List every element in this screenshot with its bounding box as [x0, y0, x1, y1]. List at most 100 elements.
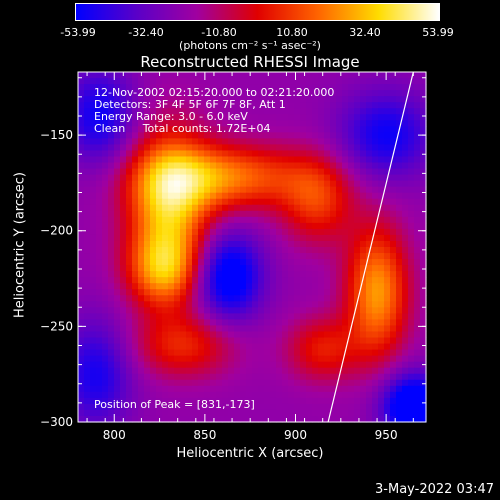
heatmap-cell: [138, 228, 145, 236]
heatmap-cell: [342, 361, 349, 369]
heatmap-cell: [156, 174, 163, 182]
heatmap-cell: [366, 144, 373, 152]
heatmap-cell: [276, 301, 283, 308]
heatmap-cell: [192, 247, 199, 254]
heatmap-cell: [348, 283, 355, 290]
heatmap-cell: [300, 198, 307, 206]
heatmap-cell: [258, 204, 265, 212]
heatmap-cell: [204, 277, 211, 284]
heatmap-cell: [174, 265, 181, 272]
heatmap-cell: [276, 247, 283, 254]
heatmap-cell: [342, 343, 349, 351]
heatmap-cell: [234, 216, 241, 224]
heatmap-cell: [144, 277, 151, 284]
heatmap-cell: [180, 247, 187, 254]
heatmap-cell: [192, 90, 199, 97]
heatmap-cell: [366, 379, 373, 387]
heatmap-cell: [306, 228, 313, 236]
heatmap-cell: [396, 186, 403, 194]
heatmap-cell: [300, 367, 307, 375]
heatmap-cell: [144, 361, 151, 369]
heatmap-cell: [138, 162, 145, 170]
heatmap-cell: [246, 108, 253, 115]
heatmap-cell: [366, 204, 373, 212]
heatmap-cell: [270, 156, 277, 164]
heatmap-cell: [360, 295, 367, 302]
heatmap-cell: [318, 409, 325, 417]
heatmap-cell: [84, 331, 91, 339]
peak-position-text: Position of Peak = [831,-173]: [94, 398, 255, 411]
heatmap-cell: [414, 277, 421, 284]
heatmap-cell: [258, 259, 265, 266]
heatmap-cell: [144, 192, 151, 200]
heatmap-cell: [156, 271, 163, 278]
heatmap-cell: [330, 84, 337, 91]
heatmap-cell: [270, 247, 277, 254]
heatmap-cell: [408, 391, 415, 399]
heatmap-cell: [234, 174, 241, 182]
heatmap-cell: [342, 162, 349, 170]
heatmap-cell: [216, 247, 223, 254]
heatmap-cell: [336, 337, 343, 345]
heatmap-cell: [366, 78, 373, 85]
heatmap-cell: [102, 313, 109, 321]
heatmap-cell: [306, 295, 313, 302]
heatmap-cell: [384, 349, 391, 357]
heatmap-cell: [216, 234, 223, 242]
heatmap-cell: [324, 114, 331, 121]
heatmap-cell: [330, 114, 337, 121]
heatmap-cell: [312, 120, 319, 127]
heatmap-cell: [216, 265, 223, 272]
heatmap-cell: [336, 138, 343, 146]
heatmap-cell: [366, 216, 373, 224]
heatmap-cell: [270, 150, 277, 158]
heatmap-cell: [240, 216, 247, 224]
heatmap-cell: [300, 114, 307, 121]
heatmap-cell: [288, 198, 295, 206]
heatmap-cell: [420, 162, 427, 170]
heatmap-cell: [120, 337, 127, 345]
heatmap-cell: [126, 180, 133, 188]
heatmap-cell: [192, 385, 199, 393]
heatmap-cell: [396, 265, 403, 272]
colorbar-tick-label: 32.40: [349, 26, 381, 39]
heatmap-cell: [102, 409, 109, 417]
heatmap-cell: [294, 126, 301, 133]
heatmap-cell: [186, 96, 193, 103]
heatmap-cell: [84, 192, 91, 200]
heatmap-cell: [210, 319, 217, 327]
heatmap-cell: [138, 355, 145, 363]
heatmap-cell: [156, 325, 163, 333]
heatmap-cell: [420, 78, 427, 85]
heatmap-cell: [186, 301, 193, 308]
heatmap-cell: [168, 361, 175, 369]
heatmap-cell: [282, 253, 289, 260]
heatmap-cell: [288, 222, 295, 230]
heatmap-cell: [162, 259, 169, 266]
heatmap-cell: [288, 415, 295, 423]
heatmap-cell: [210, 253, 217, 260]
heatmap-cell: [396, 367, 403, 375]
heatmap-cell: [228, 349, 235, 357]
heatmap-cell: [384, 331, 391, 339]
heatmap-cell: [234, 162, 241, 170]
heatmap-cell: [84, 222, 91, 230]
heatmap-cell: [414, 132, 421, 139]
heatmap-cell: [324, 186, 331, 194]
heatmap-cell: [234, 222, 241, 230]
heatmap-cell: [282, 373, 289, 381]
heatmap-cell: [126, 90, 133, 97]
heatmap-cell: [126, 174, 133, 182]
heatmap-cell: [114, 259, 121, 266]
heatmap-cell: [378, 271, 385, 278]
heatmap-cell: [210, 168, 217, 176]
heatmap-cell: [234, 307, 241, 314]
heatmap-cell: [276, 162, 283, 170]
heatmap-cell: [144, 120, 151, 127]
heatmap-cell: [204, 78, 211, 85]
heatmap-cell: [150, 198, 157, 206]
heatmap-cell: [270, 379, 277, 387]
heatmap-cell: [204, 265, 211, 272]
heatmap-cell: [264, 265, 271, 272]
heatmap-cell: [96, 391, 103, 399]
